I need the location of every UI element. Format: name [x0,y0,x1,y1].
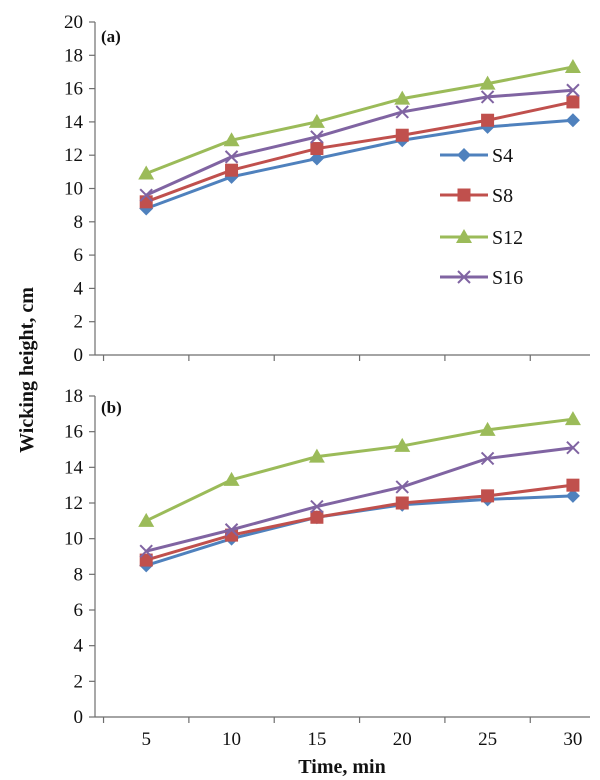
panel-a-series [138,58,581,216]
panel-a-series-line-s4 [145,118,574,210]
panel-a-y-tick-label: 8 [74,212,84,233]
panel-b-point-s8 [395,496,409,510]
panel-a-point-s16 [566,83,580,97]
panel-b-point-s12 [223,471,240,486]
panel-a-point-s8 [566,95,580,109]
panel-a-y-tick-label: 10 [64,179,83,200]
panel-a-point-s4 [565,113,580,128]
legend-marker-s8 [457,188,471,202]
y-axis-title: Wicking height, cm [16,287,38,453]
panel-b-point-s16 [310,499,324,514]
panel-b-x-tick-label: 30 [563,729,582,750]
legend-label-s12: S12 [492,227,523,249]
panel-a-y-tick-label: 2 [74,312,84,333]
panel-b-y-tick-label: 12 [64,493,83,514]
legend-marker-s4 [457,148,471,162]
panel-a-point-s8 [139,195,153,209]
panel-a-y-tick-label: 12 [64,145,83,166]
panel-a-point-s16 [310,130,324,144]
panel-a-y-tick-label: 16 [64,79,83,100]
panel-a-point-s8 [481,113,495,127]
panel-b-y-tick-label: 6 [74,600,84,621]
panel-a-label: (a) [101,27,121,46]
legend: S4 S8 S12 S16 [440,145,523,289]
panel-b-series-line-s16 [145,446,574,553]
legend-label-s8: S8 [492,185,513,207]
panel-b-point-s16 [224,523,239,537]
panel-b-y-tick-label: 14 [64,457,84,478]
panel-a-point-s16 [139,188,153,202]
panel-a-point-s12 [394,90,411,105]
panel-b-y-tick-label: 16 [64,422,83,443]
panel-b-x-tick-label: 5 [141,729,151,750]
panel-a-point-s12 [564,58,581,73]
legend-marker-s16 [457,270,471,284]
panel-b-point-s12 [138,512,155,527]
panel-a-y-tick-label: 18 [64,45,83,66]
x-axis-title: Time, min [298,756,385,778]
panel-a-y-tick-label: 14 [64,112,84,133]
panel-a-point-s16 [224,150,239,164]
panel-b-y-tick-label: 8 [74,564,84,585]
panel-b-point-s16 [566,441,580,455]
panel-b-series-line-s12 [145,417,574,523]
panel-b-point-s16 [139,544,153,558]
panel-b-series-line-s4 [145,494,573,567]
panel-b-point-s12 [394,437,411,452]
panel-b-series-line-s8 [145,483,574,562]
panel-a-y-tick-label: 20 [64,12,83,33]
panel-a-axes: 0 2 4 6 8 10 12 14 16 18 20 [64,12,590,366]
panel-a-point-s16 [395,105,409,119]
panel-a-point-s8 [225,163,239,177]
panel-b-y-tick-label: 4 [74,636,84,657]
panel-a-y-tick-label: 4 [74,278,84,299]
panel-b-y-tick-label: 18 [64,386,83,407]
panel-a-point-s12 [479,75,496,90]
legend-label-s16: S16 [492,267,523,289]
panel-a-point-s8 [395,128,409,142]
panel-b: 0 2 4 6 8 10 12 14 16 18 5 10 15 20 25 30 (b) [64,386,590,750]
panel-b-point-s8 [310,510,324,524]
panel-a-series-line-s16 [145,88,574,197]
panel-a-series-line-s12 [145,65,574,175]
panel-b-point-s8 [481,489,495,503]
panel-a-point-s12 [223,132,240,147]
panel-b-point-s12 [564,411,581,426]
panel-b-point-s8 [139,553,153,567]
panel-a-point-s12 [138,165,155,180]
panel-b-point-s4 [565,488,580,503]
panel-b-x-tick-label: 20 [393,729,412,750]
panel-a-point-s12 [308,113,325,128]
panel-b-point-s12 [308,448,325,463]
panel-b-x-tick-label: 10 [222,729,241,750]
panel-b-series [138,411,581,573]
panel-b-point-s16 [395,480,409,494]
panel-b-point-s16 [480,451,495,466]
legend-label-s4: S4 [492,145,513,167]
panel-b-x-tick-label: 25 [478,729,497,750]
panel-a-y-tick-label: 6 [74,245,84,266]
panel-a-point-s8 [310,142,324,156]
panel-b-point-s12 [479,421,496,436]
panel-a-point-s16 [480,90,495,104]
panel-b-point-s8 [566,478,580,492]
panel-a: 0 2 4 6 8 10 12 14 16 18 20 (a) S4 S8 S12 S16 [64,12,590,366]
panel-b-x-tick-label: 15 [307,729,326,750]
panel-b-y-tick-label: 0 [74,707,84,728]
panel-b-label: (b) [101,398,122,417]
panel-b-axes: 0 2 4 6 8 10 12 14 16 18 5 10 15 20 25 30 [64,386,590,750]
panel-a-y-tick-label: 0 [74,345,84,366]
panel-b-y-tick-label: 2 [74,671,84,692]
panel-b-y-tick-label: 10 [64,529,83,550]
panel-a-series-line-s8 [145,100,574,204]
legend-marker-s12 [456,229,472,243]
